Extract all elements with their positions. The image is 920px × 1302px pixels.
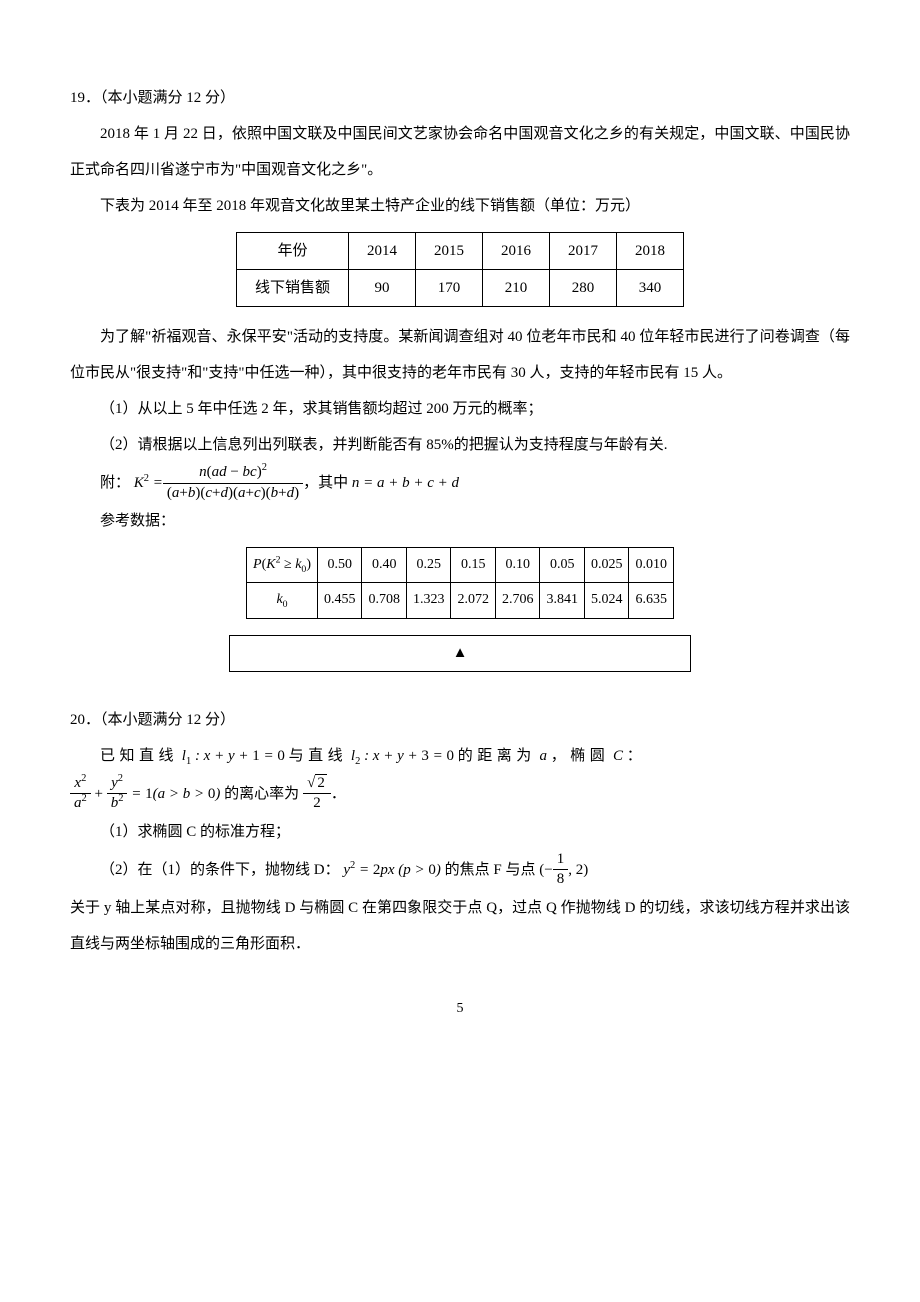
q20-q2b: 的焦点 F 与点: [445, 852, 536, 888]
cell: 2017: [550, 233, 617, 270]
ellipse-y-term: y2 b2: [107, 774, 128, 814]
cell: 2016: [483, 233, 550, 270]
plus: +: [91, 776, 107, 812]
q19-p3: 为了解"祈福观音、永保平安"活动的支持度。某新闻调查组对 40 位老年市民和 4…: [70, 319, 850, 391]
q20-header: 20．（本小题满分 12 分）: [70, 702, 850, 738]
parabola-eq: y2 = 2px (p > 0): [340, 852, 445, 888]
table-row: P(K2 ≥ k0) 0.50 0.40 0.25 0.15 0.10 0.05…: [247, 548, 674, 583]
k2-fraction: n(ad − bc)2 (a+b)(c+d)(a+c)(b+d): [163, 463, 303, 503]
q20-p1b: 与直线: [289, 738, 348, 774]
cell: 280: [550, 270, 617, 307]
ellipse-C: C: [609, 738, 627, 774]
q19-p1: 2018 年 1 月 22 日，依照中国文联及中国民间文艺家协会命名中国观音文化…: [70, 116, 850, 188]
line-l2: l2 : x + y + 3 = 0: [347, 738, 458, 774]
cell: 210: [483, 270, 550, 307]
q20-q2a: （2）在（1）的条件下，抛物线 D：: [100, 852, 340, 888]
cell: 340: [617, 270, 684, 307]
cell-head: k0: [247, 583, 318, 618]
table-row: k0 0.455 0.708 1.323 2.072 2.706 3.841 5…: [247, 583, 674, 618]
cell: 1.323: [406, 583, 451, 618]
cell: 2015: [416, 233, 483, 270]
q20-ellipse-line: x2 a2 + y2 b2 = 1(a > b > 0) 的离心率为 √2 2 …: [70, 774, 850, 814]
q20-p1e: ：: [627, 738, 642, 774]
q20-p1: 已知直线 l1 : x + y + 1 = 0 与直线 l2 : x + y +…: [70, 738, 850, 774]
cell: 0.708: [362, 583, 407, 618]
cell: 0.50: [317, 548, 362, 583]
q19-points: （本小题满分 12 分）: [100, 90, 235, 106]
q20-sub2: （2）在（1）的条件下，抛物线 D： y2 = 2px (p > 0) 的焦点 …: [70, 850, 850, 890]
ellipse-x-term: x2 a2: [70, 774, 91, 814]
q19-formula: 附： K2 = n(ad − bc)2 (a+b)(c+d)(a+c)(b+d)…: [70, 463, 850, 503]
problem-19: 19．（本小题满分 12 分） 2018 年 1 月 22 日，依照中国文联及中…: [70, 80, 850, 672]
q20-sub1-text: （1）求椭圆 C 的标准方程；: [100, 824, 290, 840]
point-neg18: (−: [536, 852, 553, 888]
cell: 年份: [236, 233, 348, 270]
cell: 0.025: [584, 548, 629, 583]
problem-20: 20．（本小题满分 12 分） 已知直线 l1 : x + y + 1 = 0 …: [70, 702, 850, 962]
fu-label: 附：: [100, 465, 130, 501]
q20-p1c: 的距离为: [458, 738, 536, 774]
cell: 0.10: [495, 548, 540, 583]
q20-q2c: 关于 y 轴上某点对称，且抛物线 D 与椭圆 C 在第四象限交于点 Q，过点 Q…: [70, 890, 850, 962]
k2-where: ，其中 n = a + b + c + d: [303, 465, 459, 501]
cell: 2018: [617, 233, 684, 270]
q20-number: 20．: [70, 712, 100, 728]
q19-p2: 下表为 2014 年至 2018 年观音文化故里某土特产企业的线下销售额（单位：…: [70, 188, 850, 224]
q19-number: 19．: [70, 90, 100, 106]
q20-points: （本小题满分 12 分）: [100, 712, 235, 728]
q19-sub2: （2）请根据以上信息列出列联表，并判断能否有 85%的把握认为支持程度与年龄有关…: [70, 427, 850, 463]
point-close: , 2): [568, 852, 592, 888]
sales-table: 年份 2014 2015 2016 2017 2018 线下销售额 90 170…: [236, 232, 684, 307]
period: ．: [331, 776, 346, 812]
q20-sub1: （1）求椭圆 C 的标准方程；: [70, 814, 850, 850]
chi-square-table: P(K2 ≥ k0) 0.50 0.40 0.25 0.15 0.10 0.05…: [246, 547, 674, 619]
ecc-lead: 的离心率为: [224, 776, 299, 812]
q20-p1a: 已知直线: [100, 738, 178, 774]
ref-data-label: 参考数据：: [70, 503, 850, 539]
q19-header: 19．（本小题满分 12 分）: [70, 80, 850, 116]
page-number: 5: [70, 992, 850, 1026]
cell: 0.010: [629, 548, 674, 583]
k2-lhs: K2 =: [130, 465, 163, 501]
eccentricity: √2 2: [303, 774, 331, 814]
cell: 90: [349, 270, 416, 307]
cell: 170: [416, 270, 483, 307]
cell: 0.15: [451, 548, 496, 583]
answer-marker: ▲: [453, 645, 468, 661]
cell: 0.455: [317, 583, 362, 618]
table-row: 线下销售额 90 170 210 280 340: [236, 270, 683, 307]
cell: 0.25: [406, 548, 451, 583]
cell: 6.635: [629, 583, 674, 618]
cell: 0.40: [362, 548, 407, 583]
cell-head: P(K2 ≥ k0): [247, 548, 318, 583]
q19-sub1: （1）从以上 5 年中任选 2 年，求其销售额均超过 200 万元的概率；: [70, 391, 850, 427]
cell: 3.841: [540, 583, 585, 618]
cell: 2.072: [451, 583, 496, 618]
cell: 2014: [349, 233, 416, 270]
cell: 线下销售额: [236, 270, 348, 307]
cell: 0.05: [540, 548, 585, 583]
q20-p1d: ，椭圆: [551, 738, 610, 774]
table-row: 年份 2014 2015 2016 2017 2018: [236, 233, 683, 270]
answer-box: ▲: [229, 635, 691, 672]
ellipse-cond: = 1(a > b > 0): [127, 776, 224, 812]
cell: 5.024: [584, 583, 629, 618]
dist-a: a: [536, 738, 551, 774]
line-l1: l1 : x + y + 1 = 0: [178, 738, 289, 774]
cell: 2.706: [495, 583, 540, 618]
frac-18: 1 8: [553, 850, 569, 890]
